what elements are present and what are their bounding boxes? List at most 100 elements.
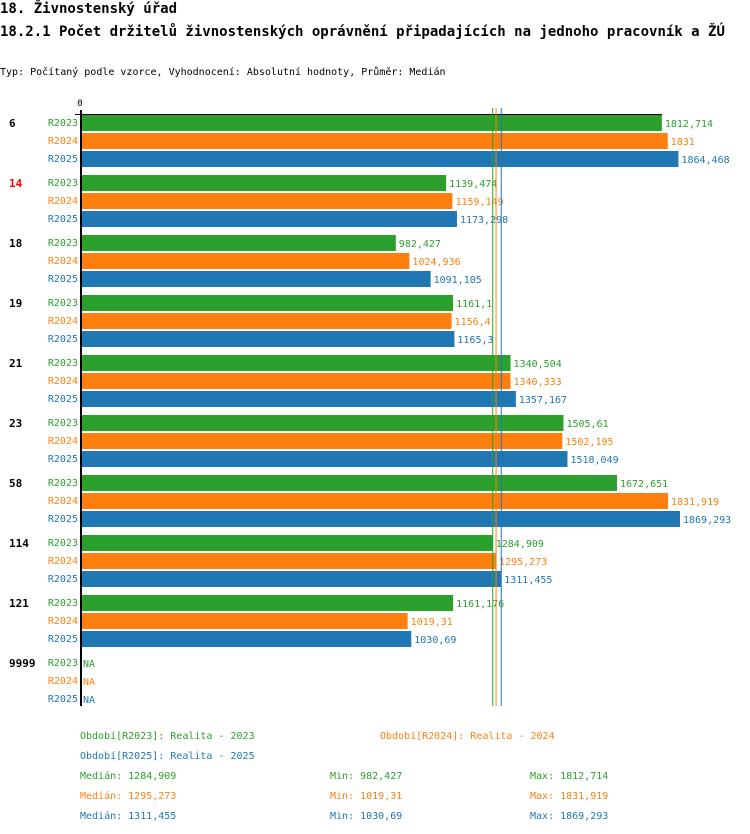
series-label: R2023 (48, 298, 78, 309)
bar (81, 391, 516, 407)
series-label: R2024 (48, 136, 78, 147)
bar (81, 451, 568, 467)
category-label: 18 (9, 237, 22, 250)
data-label: 1311,455 (504, 575, 552, 586)
legend-period-r2024: Období[R2024]: Realita - 2024 (380, 731, 555, 742)
series-label: R2025 (48, 214, 78, 225)
data-label: 1024,936 (412, 257, 460, 268)
category-label: 21 (9, 357, 23, 370)
chart-subtitle: Typ: Počítaný podle vzorce, Vyhodnocení:… (0, 67, 446, 78)
data-label: 1505,61 (566, 419, 608, 430)
series-label: R2025 (48, 394, 78, 405)
data-label: 1159,149 (455, 197, 503, 208)
bar (81, 535, 493, 551)
bar (81, 571, 502, 587)
data-label: 1864,468 (681, 155, 729, 166)
bar (81, 355, 511, 371)
series-label: R2023 (48, 538, 78, 549)
bar (81, 175, 447, 191)
bar (81, 211, 457, 227)
bar (81, 331, 455, 347)
series-label: R2023 (48, 658, 78, 669)
data-label: 982,427 (399, 239, 441, 250)
data-label: 1812,714 (665, 119, 713, 130)
data-label: 1161,176 (456, 599, 504, 610)
series-label: R2024 (48, 256, 78, 267)
legend-median-r2023: Medián: 1284,909 (80, 771, 177, 782)
series-label: R2024 (48, 436, 78, 447)
series-label: R2025 (48, 574, 78, 585)
bar (81, 373, 511, 389)
bar (81, 253, 410, 269)
series-label: R2023 (48, 358, 78, 369)
data-label: 1161,1 (456, 299, 492, 310)
series-label: R2023 (48, 178, 78, 189)
bar (81, 433, 563, 449)
data-label: 1165,3 (457, 335, 493, 346)
series-label: R2024 (48, 196, 78, 207)
category-label: 6 (9, 117, 16, 130)
data-label: NA (83, 659, 95, 670)
category-label: 9999 (9, 657, 36, 670)
bar (81, 115, 662, 131)
series-label: R2023 (48, 238, 78, 249)
series-label: R2024 (48, 496, 78, 507)
series-label: R2023 (48, 418, 78, 429)
bar (81, 511, 680, 527)
section-title: 18. Živnostenský úřad (0, 1, 178, 17)
bar (81, 193, 453, 209)
legend-min-r2025: Min: 1030,69 (330, 811, 403, 822)
bar (81, 271, 431, 287)
bar (81, 475, 617, 491)
series-label: R2024 (48, 376, 78, 387)
category-label: 23 (9, 417, 22, 430)
legend-max-r2025: Max: 1869,293 (530, 811, 609, 822)
series-label: R2025 (48, 634, 78, 645)
legend-min-r2024: Min: 1019,31 (330, 791, 403, 802)
data-label: 1831,919 (671, 497, 719, 508)
chart-title: 18.2.1 Počet držitelů živnostenských opr… (0, 24, 725, 40)
data-label: 1295,273 (499, 557, 547, 568)
series-label: R2023 (48, 118, 78, 129)
data-label: 1173,298 (460, 215, 508, 226)
legend-median-r2024: Medián: 1295,273 (80, 791, 177, 802)
legend-min-r2023: Min: 982,427 (330, 771, 403, 782)
series-label: R2024 (48, 556, 78, 567)
bar (81, 151, 679, 167)
series-label: R2025 (48, 694, 78, 705)
bar (81, 631, 412, 647)
legend-period-r2023: Období[R2023]: Realita - 2023 (80, 731, 255, 742)
series-label: R2025 (48, 334, 78, 345)
category-label: 58 (9, 477, 22, 490)
series-label: R2024 (48, 616, 78, 627)
series-label: R2025 (48, 274, 78, 285)
data-label: 1340,333 (513, 377, 561, 388)
data-label: 1518,049 (570, 455, 618, 466)
series-label: R2025 (48, 454, 78, 465)
bar (81, 493, 669, 509)
legend-max-r2023: Max: 1812,714 (530, 771, 609, 782)
series-label: R2023 (48, 478, 78, 489)
bar (81, 235, 396, 251)
series-label: R2025 (48, 514, 78, 525)
data-label: NA (83, 695, 95, 706)
series-label: R2023 (48, 598, 78, 609)
bar (81, 595, 454, 611)
data-label: 1357,167 (519, 395, 567, 406)
data-label: 1019,31 (411, 617, 453, 628)
series-label: R2024 (48, 676, 78, 687)
data-label: 1139,474 (449, 179, 497, 190)
data-label: 1030,69 (414, 635, 456, 646)
bar (81, 313, 452, 329)
legend-median-r2025: Medián: 1311,455 (80, 811, 177, 822)
data-label: 1156,4 (455, 317, 491, 328)
data-label: 1502,195 (565, 437, 613, 448)
bar (81, 295, 454, 311)
category-label: 114 (9, 537, 29, 550)
data-label: 1091,105 (434, 275, 482, 286)
legend-period-r2025: Období[R2025]: Realita - 2025 (80, 751, 255, 762)
data-label: 1672,651 (620, 479, 668, 490)
category-label: 121 (9, 597, 29, 610)
data-label: 1869,293 (683, 515, 731, 526)
